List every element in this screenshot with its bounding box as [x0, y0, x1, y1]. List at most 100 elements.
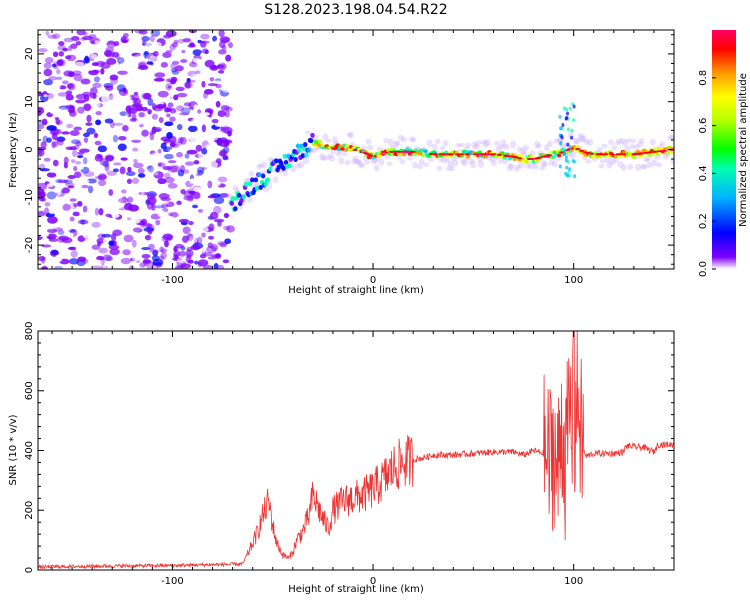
noise-cell: [117, 197, 129, 204]
noise-cell: [176, 151, 183, 158]
spike-cell: [566, 173, 570, 178]
ridge-cell: [376, 154, 381, 159]
ridge-halo-cell: [641, 163, 648, 170]
noise-cell: [157, 148, 162, 154]
noise-cell: [186, 145, 193, 149]
ridge-halo-cell: [399, 158, 406, 165]
ridge-halo-cell: [319, 153, 326, 161]
noise-cell: [149, 56, 157, 62]
noise-cell: [42, 265, 48, 269]
noise-cell: [38, 107, 45, 115]
noise-cell: [111, 51, 120, 58]
ridge-cell: [233, 206, 238, 212]
noise-cell: [197, 89, 203, 96]
ridge-peak-cell: [517, 157, 523, 160]
noise-cell: [73, 144, 80, 150]
noise-cell: [101, 95, 110, 103]
noise-cell: [82, 205, 88, 213]
noise-cell: [93, 40, 102, 45]
ridge-halo-cell: [397, 134, 404, 141]
ridge-halo-cell: [569, 153, 576, 160]
noise-cell: [165, 30, 177, 38]
ridge-halo-cell: [458, 142, 465, 147]
ridge-peak-cell: [352, 148, 358, 151]
ridge-cell: [257, 172, 262, 178]
noise-cell: [122, 124, 129, 132]
noise-cell: [167, 182, 178, 189]
noise-cell: [91, 53, 98, 59]
ridge-halo-cell: [538, 166, 545, 171]
noise-cell: [131, 239, 137, 248]
ridge-halo-cell: [612, 158, 619, 164]
noise-cell: [213, 218, 225, 223]
noise-cell: [143, 257, 149, 266]
noise-cell: [71, 223, 82, 227]
ridge-peak-cell: [410, 150, 416, 153]
noise-cell: [86, 127, 96, 135]
noise-cell: [196, 236, 203, 244]
noise-cell: [75, 40, 82, 46]
noise-cell: [155, 66, 165, 71]
noise-cell: [167, 253, 173, 260]
spectrogram-x-ticks: -100 0 100: [51, 30, 675, 286]
noise-cell: [138, 112, 145, 118]
noise-cell: [132, 147, 139, 152]
noise-cell: [164, 146, 173, 150]
ridge-halo-cell: [266, 181, 273, 190]
snr-y-ticks: 0 200 400 600 800: [24, 321, 674, 573]
ridge-halo-cell: [400, 136, 407, 143]
noise-cell: [146, 196, 157, 205]
noise-cell: [80, 219, 86, 225]
ridge-halo-cell: [364, 160, 371, 165]
ridge-halo-cell: [469, 160, 476, 169]
noise-cell: [169, 206, 176, 212]
ridge-cell: [529, 155, 534, 159]
noise-cell: [104, 163, 110, 172]
ridge-halo-cell: [357, 161, 364, 168]
noise-cell: [186, 149, 198, 155]
noise-cell: [113, 149, 121, 154]
ridge-halo-cell: [298, 161, 305, 169]
noise-cell: [160, 251, 167, 260]
ridge-cell: [575, 144, 580, 149]
noise-cell: [69, 130, 80, 136]
noise-cell: [190, 118, 196, 127]
noise-cell: [47, 56, 58, 61]
noise-cell: [68, 232, 74, 237]
ridge-halo-cell: [461, 158, 468, 167]
noise-cell: [182, 235, 189, 243]
ridge-halo-cell: [328, 155, 335, 162]
noise-cell: [110, 178, 118, 186]
ridge-cell: [465, 155, 470, 159]
noise-cell: [216, 264, 225, 269]
noise-cell: [126, 178, 133, 185]
ridge-halo-cell: [636, 141, 643, 148]
noise-cell: [152, 265, 158, 269]
noise-cell: [91, 244, 101, 250]
ridge-halo-cell: [417, 164, 424, 170]
noise-cell: [227, 41, 233, 49]
noise-cell: [100, 257, 105, 266]
noise-cell: [75, 161, 82, 165]
ridge-halo-cell: [323, 156, 330, 161]
spike-cell: [561, 123, 565, 128]
noise-cell: [58, 50, 65, 57]
noise-cell: [211, 118, 219, 124]
noise-cell: [132, 227, 142, 233]
ridge-peak-cell: [396, 150, 402, 153]
noise-cell: [55, 83, 61, 90]
noise-cell: [126, 152, 135, 156]
noise-cell: [197, 208, 204, 213]
noise-cell: [83, 103, 92, 111]
noise-cell: [98, 191, 104, 199]
noise-cell: [119, 111, 128, 117]
noise-cell: [222, 37, 229, 44]
noise-cell: [113, 41, 120, 47]
ridge-halo-cell: [514, 164, 521, 169]
noise-cell: [151, 126, 157, 135]
ridge-halo-cell: [534, 141, 541, 149]
ridge-halo-cell: [347, 131, 354, 139]
noise-cell: [160, 62, 169, 68]
ridge-halo-cell: [611, 145, 618, 151]
ridge-halo-cell: [625, 138, 632, 143]
